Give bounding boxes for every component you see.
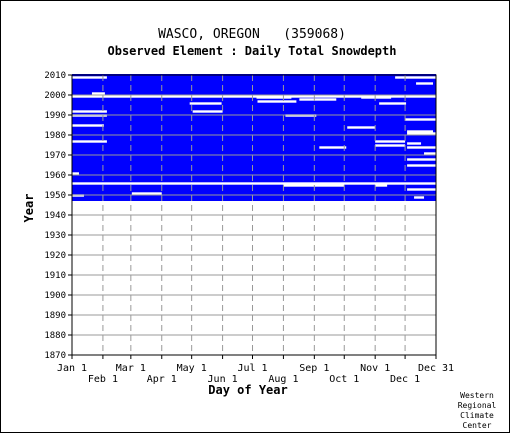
credit-line: Western [460,391,494,400]
credit-line: Regional [458,401,497,410]
missing-data-gap [72,76,107,79]
missing-data-gap [72,140,107,143]
missing-data-gap [189,102,222,105]
missing-data-gap [72,110,107,113]
missing-data-gap [91,92,105,95]
missing-data-gap [257,100,297,103]
x-tick-label: Apr 1 [147,374,177,385]
snowdepth-data-layer [72,74,436,201]
missing-data-gap [407,164,436,167]
y-tick-label: 1930 [44,231,66,241]
missing-data-gap [319,146,347,149]
credit-line: Center [463,421,492,430]
missing-data-gap [407,142,422,145]
missing-data-gap [256,96,292,99]
x-tick-label: Sep 1 [299,363,329,374]
x-tick-label: Jul 1 [237,363,267,374]
missing-data-gap [192,110,223,113]
x-tick-label: Mar 1 [116,363,146,374]
x-tick-label: Aug 1 [268,374,298,385]
missing-data-gap [375,144,406,147]
y-tick-label: 2000 [44,91,66,101]
x-tick-label: Feb 1 [88,374,118,385]
missing-data-gap [72,95,436,98]
missing-data-gap [407,132,436,135]
x-tick-label: Jan 1 [57,363,87,374]
y-tick-label: 1990 [44,111,66,121]
missing-data-gap [407,146,436,149]
y-tick-label: 1970 [44,151,66,161]
missing-data-gap [361,96,392,99]
y-tick-label: 1940 [44,211,66,221]
x-tick-label: Nov 1 [360,363,390,374]
missing-data-gap [405,118,436,121]
credit-block: Western Regional Climate Center [458,391,497,430]
x-tick-label: May 1 [177,363,207,374]
x-tick-labels: Jan 1 Mar 1 May 1 Jul 1 Sep 1 Nov 1 Dec 31 Feb … [57,355,454,385]
y-tick-label: 1880 [44,331,66,341]
missing-data-gap [416,82,434,85]
missing-data-gap [375,140,406,143]
x-axis-label: Day of Year [208,383,287,397]
grid-layer [72,75,436,355]
missing-data-gap [72,124,104,127]
missing-data-gap [407,158,436,161]
y-tick-label: 1870 [44,351,66,361]
chart-title: WASCO, OREGON (359068) [158,27,346,42]
missing-data-gap [299,98,337,101]
missing-data-gap [72,172,79,175]
y-tick-label: 1980 [44,131,66,141]
credit-line: Climate [460,411,494,420]
missing-data-gap [347,126,376,129]
y-tick-label: 1900 [44,291,66,301]
missing-data-gap [407,188,436,191]
x-tick-label: Oct 1 [329,374,359,385]
y-tick-label: 1960 [44,171,66,181]
y-tick-label: 1910 [44,271,66,281]
missing-data-gap [379,102,407,105]
missing-data-gap [395,76,436,79]
missing-data-gap [424,152,436,155]
x-tick-label: Dec 1 [390,374,420,385]
missing-data-gap [414,196,425,199]
y-tick-label: 1920 [44,251,66,261]
y-tick-label: 1950 [44,191,66,201]
snowdepth-record-block [72,74,436,201]
missing-data-gap [407,130,434,133]
x-tick-label: Dec 31 [418,363,454,374]
y-tick-label: 2010 [44,71,66,81]
missing-data-gap [72,182,436,185]
y-axis-label: Year [22,194,36,223]
y-tick-label: 1890 [44,311,66,321]
missing-data-gap [131,192,162,195]
missing-data-gap [375,184,388,187]
x-tick-label: Jun 1 [208,374,238,385]
missing-data-layer [72,76,436,199]
y-tick-labels: 1870 1880 1890 1900 1910 1920 1930 1940 1950 1960… [44,71,72,361]
chart-subtitle: Observed Element : Daily Total Snowdepth [108,44,397,58]
